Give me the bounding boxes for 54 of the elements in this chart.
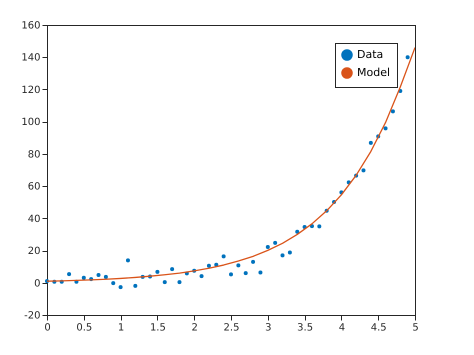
point	[390, 109, 395, 114]
x-tick-label: 2.5	[224, 322, 240, 334]
point	[229, 272, 233, 276]
point	[384, 126, 388, 130]
point	[266, 245, 270, 250]
y-tick-label: 140	[21, 52, 40, 64]
point	[206, 264, 211, 268]
point	[155, 270, 160, 274]
point	[273, 240, 278, 245]
point	[118, 285, 123, 290]
y-tick-label: 40	[28, 214, 40, 225]
point	[126, 258, 130, 262]
point	[162, 280, 167, 284]
point	[280, 253, 285, 258]
x-tick-label: 3.5	[297, 322, 314, 334]
point	[200, 274, 204, 278]
y-tick-label: 0	[34, 278, 40, 290]
point	[295, 230, 300, 234]
x-tick-label: 2	[192, 322, 198, 334]
y-tick-label: 60	[28, 182, 40, 193]
point	[244, 271, 248, 276]
y-tick-label: 160	[21, 20, 40, 32]
y-tick-label: 20	[28, 246, 40, 258]
point	[406, 55, 410, 60]
x-tick-label: 4.5	[370, 322, 387, 334]
point	[96, 273, 101, 278]
point	[236, 263, 240, 268]
x-tick-label: 0	[44, 322, 51, 334]
point	[222, 254, 226, 258]
point	[251, 260, 256, 264]
point	[170, 267, 174, 272]
point	[258, 270, 262, 274]
y-tick-label: 100	[21, 117, 40, 128]
point	[104, 274, 108, 279]
legend-label: Model	[357, 66, 390, 79]
point	[317, 224, 322, 228]
legend-label: Data	[357, 48, 384, 61]
y-tick-label: -20	[24, 310, 40, 322]
y-tick-label: 120	[21, 84, 40, 96]
point	[111, 281, 116, 286]
y-tick-label: 80	[28, 149, 40, 160]
x-tick-label: 4	[338, 322, 346, 334]
point	[67, 272, 72, 276]
point	[82, 276, 86, 280]
point	[133, 284, 138, 288]
x-tick-label: 1.5	[150, 322, 166, 334]
point	[361, 168, 366, 172]
x-tick-label: 3	[265, 322, 272, 334]
point	[368, 140, 373, 145]
x-tick-label: 5	[412, 322, 419, 334]
point	[177, 280, 182, 284]
point	[288, 250, 292, 254]
x-tick-label: 1	[118, 322, 124, 334]
x-tick-label: 0.5	[76, 322, 92, 334]
